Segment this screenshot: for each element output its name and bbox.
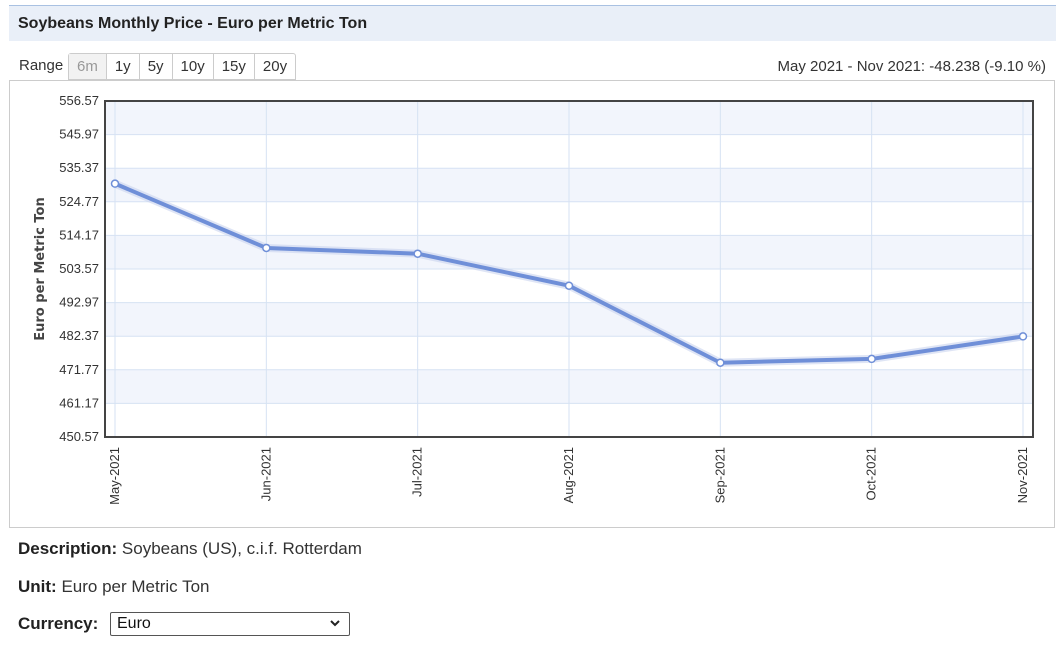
- y-axis-label: Euro per Metric Ton: [33, 197, 48, 340]
- y-tick-label: 514.17: [59, 227, 99, 242]
- currency-label-row: Currency:: [18, 614, 98, 634]
- x-tick-label: Jun-2021: [258, 447, 273, 501]
- currency-selected-value: Euro: [117, 615, 151, 632]
- y-tick-label: 503.57: [59, 261, 99, 276]
- range-button-6m[interactable]: 6m: [69, 54, 107, 79]
- range-button-5y[interactable]: 5y: [140, 54, 173, 79]
- y-tick-label: 461.17: [59, 395, 99, 410]
- range-button-10y[interactable]: 10y: [173, 54, 214, 79]
- currency-select[interactable]: Euro: [110, 612, 350, 636]
- data-point: [1018, 332, 1028, 341]
- data-point: [110, 179, 120, 188]
- description-value: Soybeans (US), c.i.f. Rotterdam: [121, 539, 362, 558]
- y-tick-label: 535.37: [59, 160, 99, 175]
- range-summary: May 2021 - Nov 2021: -48.238 (-9.10 %): [777, 58, 1046, 75]
- data-point: [564, 281, 574, 290]
- range-button-15y[interactable]: 15y: [214, 54, 255, 79]
- description-row: Description: Soybeans (US), c.i.f. Rotte…: [18, 539, 362, 559]
- y-tick-label: 450.57: [59, 429, 99, 444]
- x-tick-label: Jul-2021: [410, 447, 425, 497]
- y-tick-label: 482.37: [59, 328, 99, 343]
- chart-panel: 556.57 545.97 535.37 524.77 514.17 503.57 492.…: [9, 80, 1055, 528]
- y-tick-label: 524.77: [59, 194, 99, 209]
- x-tick-label: Aug-2021: [561, 447, 576, 503]
- y-tick-label: 556.57: [59, 93, 99, 108]
- range-selector: 6m 1y 5y 10y 15y 20y: [68, 53, 297, 80]
- chart-title-bar: Soybeans Monthly Price - Euro per Metric…: [9, 5, 1056, 41]
- data-point: [262, 243, 271, 253]
- x-tick-label: May-2021: [107, 447, 122, 505]
- chevron-down-icon: [330, 620, 340, 627]
- data-point: [716, 358, 725, 367]
- x-tick-label: Oct-2021: [864, 447, 879, 500]
- x-tick-label: Sep-2021: [712, 447, 727, 503]
- price-line-chart: 556.57 545.97 535.37 524.77 514.17 503.57 492.…: [33, 93, 1034, 505]
- description-label: Description:: [18, 539, 118, 558]
- range-label: Range: [19, 57, 64, 74]
- unit-value: Euro per Metric Ton: [61, 577, 210, 596]
- unit-row: Unit: Euro per Metric Ton: [18, 577, 209, 597]
- data-point: [867, 354, 876, 364]
- currency-label: Currency:: [18, 614, 99, 633]
- y-tick-label: 545.97: [59, 127, 99, 142]
- y-tick-label: 492.97: [59, 295, 99, 310]
- page-title: Soybeans Monthly Price - Euro per Metric…: [18, 15, 368, 32]
- range-button-1y[interactable]: 1y: [107, 54, 140, 79]
- y-tick-label: 471.77: [59, 362, 99, 377]
- x-tick-label: Nov-2021: [1015, 447, 1030, 503]
- data-point: [413, 249, 422, 258]
- plot-border: [104, 100, 1034, 438]
- range-button-20y[interactable]: 20y: [262, 58, 288, 75]
- unit-label: Unit:: [18, 577, 57, 596]
